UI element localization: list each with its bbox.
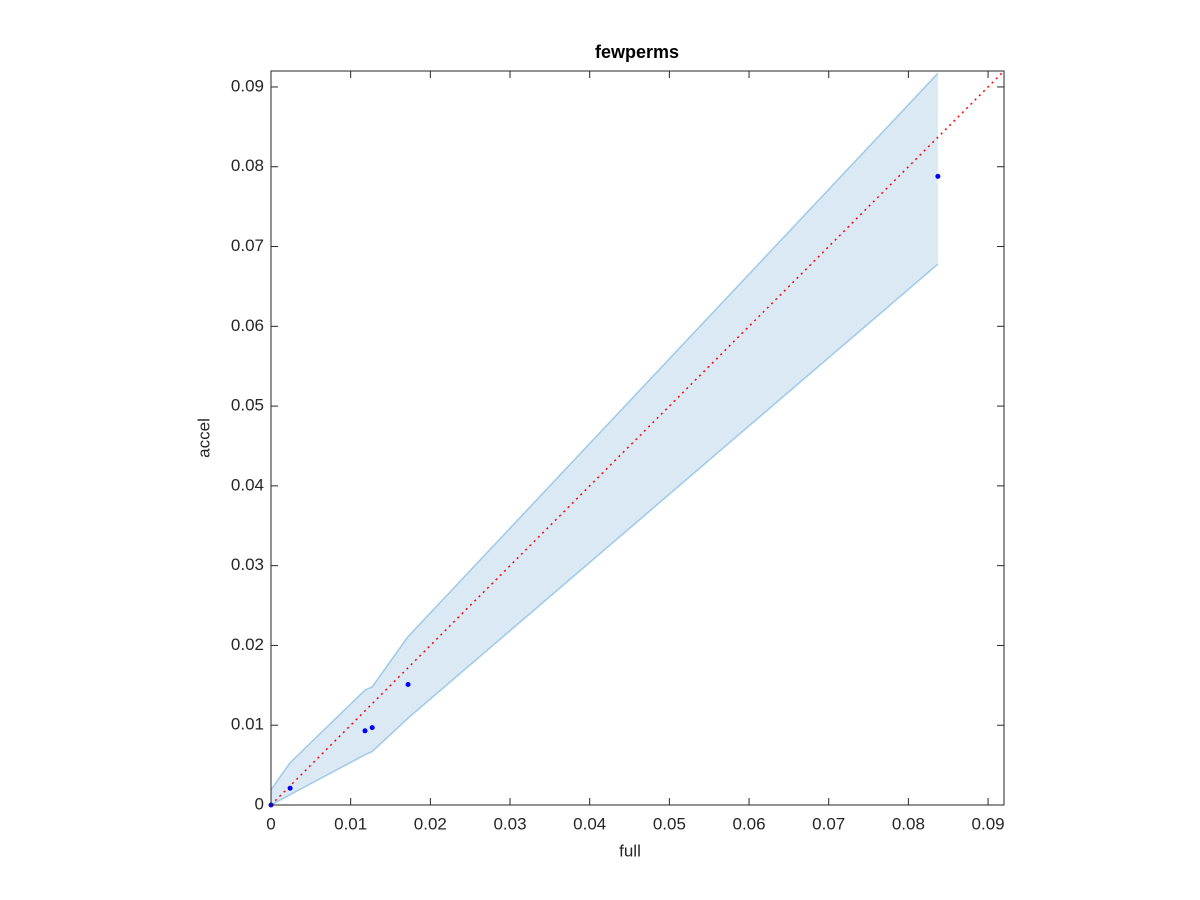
point (287, 785, 293, 791)
x-tick-label: 0.03 (493, 814, 526, 833)
x-tick-label: 0 (266, 814, 275, 833)
y-tick-label: 0 (255, 794, 264, 813)
y-tick-label: 0.03 (231, 555, 264, 574)
point (369, 725, 375, 731)
y-tick-label: 0.05 (231, 396, 264, 415)
y-tick-label: 0.07 (231, 236, 264, 255)
x-axis-label: full (619, 841, 641, 860)
reference-line (270, 70, 1005, 806)
point (935, 173, 941, 179)
y-tick-label: 0.06 (231, 316, 264, 335)
point (362, 728, 368, 734)
x-tick-label: 0.05 (653, 814, 686, 833)
point (405, 682, 411, 688)
x-tick-label: 0.01 (334, 814, 367, 833)
y-tick-label: 0.01 (231, 715, 264, 734)
y-tick-label: 0.04 (231, 475, 264, 494)
y-axis-label: accel (194, 418, 213, 458)
band-upper (270, 72, 939, 791)
x-tick-label: 0.07 (812, 814, 845, 833)
x-tick-label: 0.06 (732, 814, 765, 833)
x-tick-label: 0.08 (892, 814, 925, 833)
x-tick-label: 0.02 (414, 814, 447, 833)
axes-box (270, 70, 1005, 806)
y-tick-label: 0.08 (231, 156, 264, 175)
chart-title: fewperms (595, 42, 679, 62)
band-area (271, 73, 938, 805)
y-tick-label: 0.02 (231, 635, 264, 654)
band-lower (270, 263, 939, 806)
x-tick-label: 0.04 (573, 814, 606, 833)
y-tick-label: 0.09 (231, 76, 264, 95)
x-tick-label: 0.09 (972, 814, 1005, 833)
